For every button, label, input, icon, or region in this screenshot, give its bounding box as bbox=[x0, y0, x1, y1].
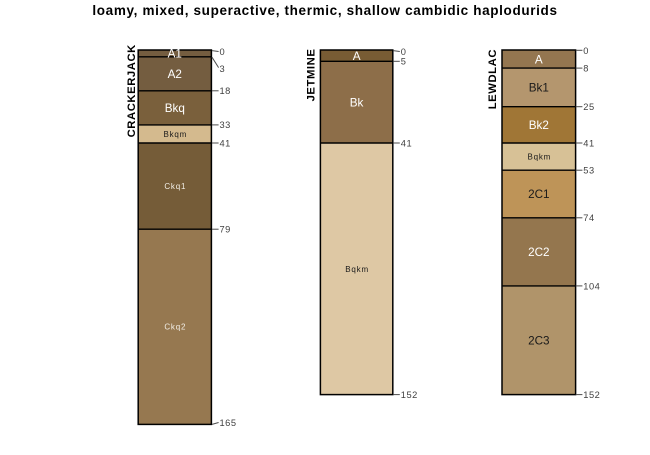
svg-text:loamy, mixed, superactive, the: loamy, mixed, superactive, thermic, shal… bbox=[92, 3, 557, 18]
svg-text:Ckq2: Ckq2 bbox=[164, 323, 186, 332]
svg-text:Bk: Bk bbox=[350, 96, 364, 109]
svg-text:JETMINE: JETMINE bbox=[306, 49, 318, 102]
svg-text:Bk2: Bk2 bbox=[529, 119, 549, 132]
svg-text:104: 104 bbox=[583, 281, 600, 291]
svg-text:2C3: 2C3 bbox=[528, 334, 549, 347]
svg-text:3: 3 bbox=[220, 64, 226, 74]
svg-text:0: 0 bbox=[583, 46, 589, 56]
svg-text:2C1: 2C1 bbox=[528, 188, 549, 201]
svg-text:CRACKERJACK: CRACKERJACK bbox=[126, 44, 138, 138]
svg-text:Bkqm: Bkqm bbox=[163, 130, 187, 139]
svg-text:41: 41 bbox=[583, 138, 594, 148]
svg-text:79: 79 bbox=[220, 225, 231, 235]
svg-text:41: 41 bbox=[220, 138, 231, 148]
svg-text:53: 53 bbox=[583, 166, 594, 176]
svg-text:2C2: 2C2 bbox=[528, 246, 549, 259]
svg-text:165: 165 bbox=[220, 418, 237, 428]
svg-text:18: 18 bbox=[220, 86, 231, 96]
svg-text:0: 0 bbox=[220, 47, 226, 57]
svg-text:Bqkm: Bqkm bbox=[345, 265, 369, 274]
svg-text:Bkq: Bkq bbox=[165, 102, 185, 115]
svg-text:74: 74 bbox=[583, 213, 594, 223]
svg-text:A: A bbox=[535, 53, 543, 66]
svg-text:Bqkm: Bqkm bbox=[527, 153, 551, 162]
svg-text:Ckq1: Ckq1 bbox=[164, 182, 186, 191]
svg-text:Bk1: Bk1 bbox=[529, 82, 549, 95]
svg-text:152: 152 bbox=[583, 390, 600, 400]
svg-text:A2: A2 bbox=[168, 68, 182, 81]
svg-text:LEWDLAC: LEWDLAC bbox=[487, 49, 499, 109]
svg-text:8: 8 bbox=[583, 64, 589, 74]
svg-text:0: 0 bbox=[401, 47, 407, 57]
svg-text:5: 5 bbox=[401, 57, 407, 67]
svg-text:152: 152 bbox=[401, 390, 418, 400]
svg-text:A: A bbox=[353, 50, 361, 63]
svg-text:41: 41 bbox=[401, 138, 412, 148]
svg-text:33: 33 bbox=[220, 120, 231, 130]
svg-text:A1: A1 bbox=[168, 48, 182, 61]
svg-text:25: 25 bbox=[583, 102, 594, 112]
